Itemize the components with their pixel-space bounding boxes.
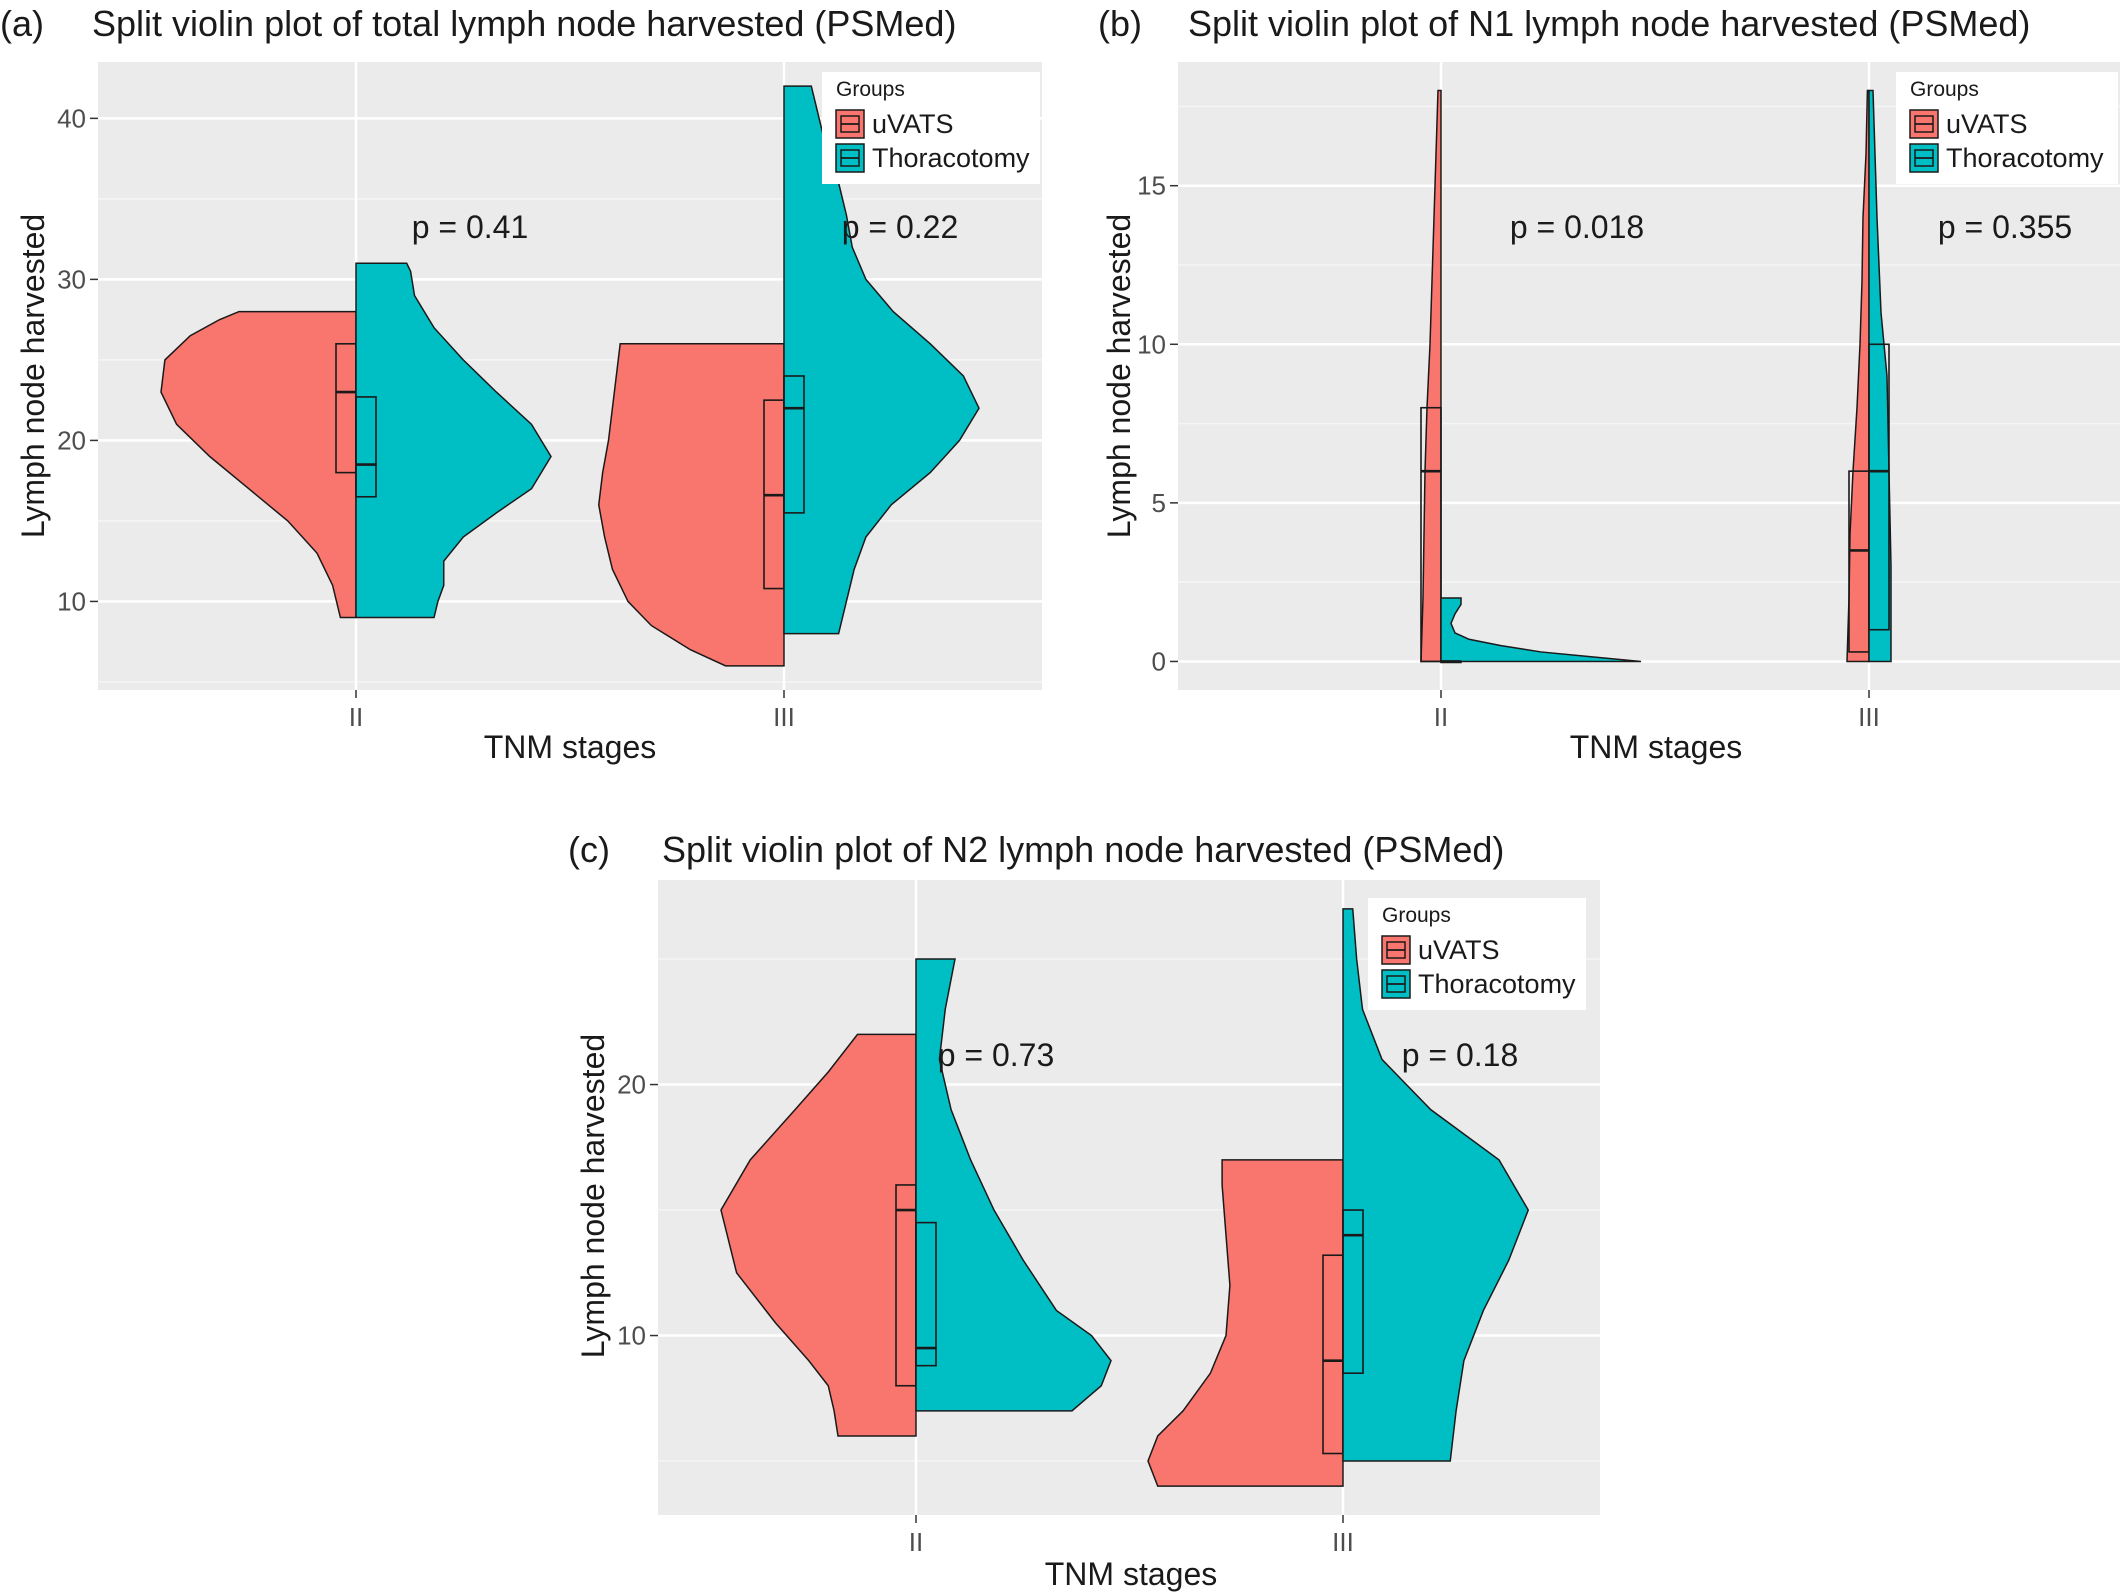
legend-label: uVATS <box>1418 935 1500 965</box>
legend-title: Groups <box>836 78 905 101</box>
legend-title: Groups <box>1910 78 1979 101</box>
chart-title: Split violin plot of total lymph node ha… <box>92 3 956 44</box>
legend-label: uVATS <box>1946 109 2028 139</box>
box-uvats-II <box>1420 406 1442 663</box>
legend-label: Thoracotomy <box>1418 969 1576 999</box>
y-tick-label: 40 <box>57 103 86 133</box>
box-thoracotomy-III <box>1868 343 1890 631</box>
box-thoracotomy-II <box>355 396 377 498</box>
y-tick-label: 15 <box>1137 171 1166 201</box>
violin-thoracotomy-II <box>915 958 1112 1412</box>
violin-uvats-II <box>1420 89 1442 663</box>
p-value-label: p = 0.41 <box>412 209 529 245</box>
p-value-label: p = 0.18 <box>1402 1037 1519 1073</box>
y-axis-title: Lymph node harvested <box>1101 214 1137 538</box>
y-tick-label: 10 <box>57 586 86 616</box>
violin-thoracotomy-III <box>1342 908 1530 1462</box>
y-tick-label: 20 <box>57 425 86 455</box>
x-tick-label: II <box>909 1527 923 1557</box>
p-value-label: p = 0.355 <box>1938 209 2072 245</box>
panel-letter: (c) <box>568 829 610 870</box>
legend-label: uVATS <box>872 109 954 139</box>
panel-letter: (a) <box>0 3 44 44</box>
violin-thoracotomy-II <box>1440 597 1642 663</box>
x-axis-title: TNM stages <box>484 729 656 765</box>
y-tick-label: 10 <box>617 1321 646 1351</box>
chart-title: Split violin plot of N1 lymph node harve… <box>1188 3 2030 44</box>
y-tick-label: 0 <box>1152 646 1166 676</box>
x-tick-label: III <box>1332 1527 1354 1557</box>
y-tick-label: 5 <box>1152 488 1166 518</box>
y-tick-label: 20 <box>617 1070 646 1100</box>
x-tick-label: II <box>349 702 363 732</box>
y-axis-title: Lymph node harvested <box>15 214 51 538</box>
violin-thoracotomy-III <box>783 85 980 635</box>
x-tick-label: II <box>1434 702 1448 732</box>
legend-title: Groups <box>1382 904 1451 927</box>
violin-uvats-II <box>720 1033 917 1437</box>
box-thoracotomy-III <box>1342 1209 1364 1374</box>
chart-title: Split violin plot of N2 lymph node harve… <box>662 829 1504 870</box>
violin-uvats-III <box>597 343 785 667</box>
violin-uvats-II <box>160 310 357 619</box>
y-tick-label: 30 <box>57 264 86 294</box>
box-thoracotomy-II <box>915 1221 937 1367</box>
panel-letter: (b) <box>1098 3 1142 44</box>
p-value-label: p = 0.22 <box>842 209 959 245</box>
y-tick-label: 10 <box>1137 329 1166 359</box>
violin-uvats-III <box>1147 1159 1344 1487</box>
y-axis-title: Lymph node harvested <box>575 1034 611 1358</box>
x-axis-title: TNM stages <box>1045 1556 1217 1592</box>
box-thoracotomy-III <box>783 375 805 514</box>
violin-thoracotomy-II <box>355 262 552 619</box>
x-tick-label: III <box>1858 702 1880 732</box>
legend-label: Thoracotomy <box>1946 143 2104 173</box>
violin-thoracotomy-III <box>1868 89 1892 663</box>
legend-label: Thoracotomy <box>872 143 1030 173</box>
p-value-label: p = 0.73 <box>938 1037 1055 1073</box>
x-tick-label: III <box>773 702 795 732</box>
p-value-label: p = 0.018 <box>1510 209 1644 245</box>
x-axis-title: TNM stages <box>1570 729 1742 765</box>
